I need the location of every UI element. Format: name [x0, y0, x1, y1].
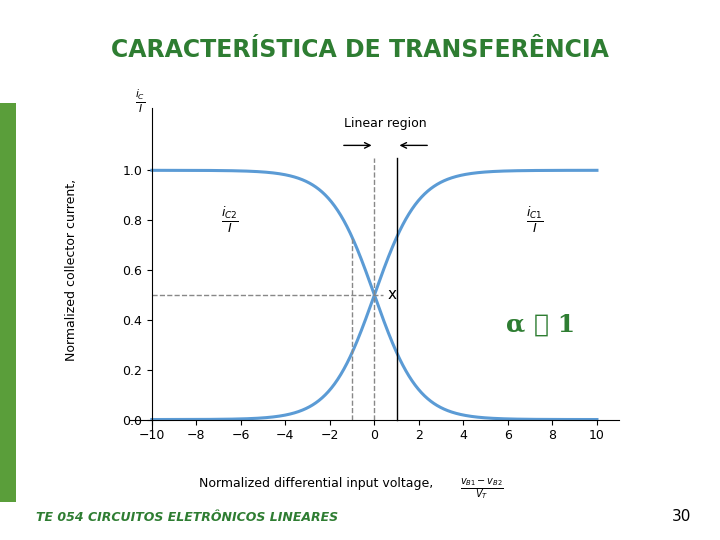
Text: $\frac{i_{C1}}{I}$: $\frac{i_{C1}}{I}$	[526, 205, 544, 235]
Text: x: x	[388, 287, 397, 302]
Text: 30: 30	[672, 509, 691, 524]
Text: Normalized differential input voltage,: Normalized differential input voltage,	[199, 477, 433, 490]
Y-axis label: Normalized collector current,: Normalized collector current,	[65, 179, 78, 361]
Text: $\frac{i_{C2}}{I}$: $\frac{i_{C2}}{I}$	[221, 205, 238, 235]
Text: $\frac{v_{B1} - v_{B2}}{V_T}$: $\frac{v_{B1} - v_{B2}}{V_T}$	[460, 477, 504, 502]
Text: $\frac{i_C}{I}$: $\frac{i_C}{I}$	[135, 88, 146, 116]
Text: TE 054 CIRCUITOS ELETRÔNICOS LINEARES: TE 054 CIRCUITOS ELETRÔNICOS LINEARES	[36, 511, 338, 524]
Text: Linear region: Linear region	[344, 117, 427, 131]
Text: CARACTERÍSTICA DE TRANSFERÊNCIA: CARACTERÍSTICA DE TRANSFERÊNCIA	[111, 38, 609, 62]
Text: α ≅ 1: α ≅ 1	[506, 313, 575, 337]
